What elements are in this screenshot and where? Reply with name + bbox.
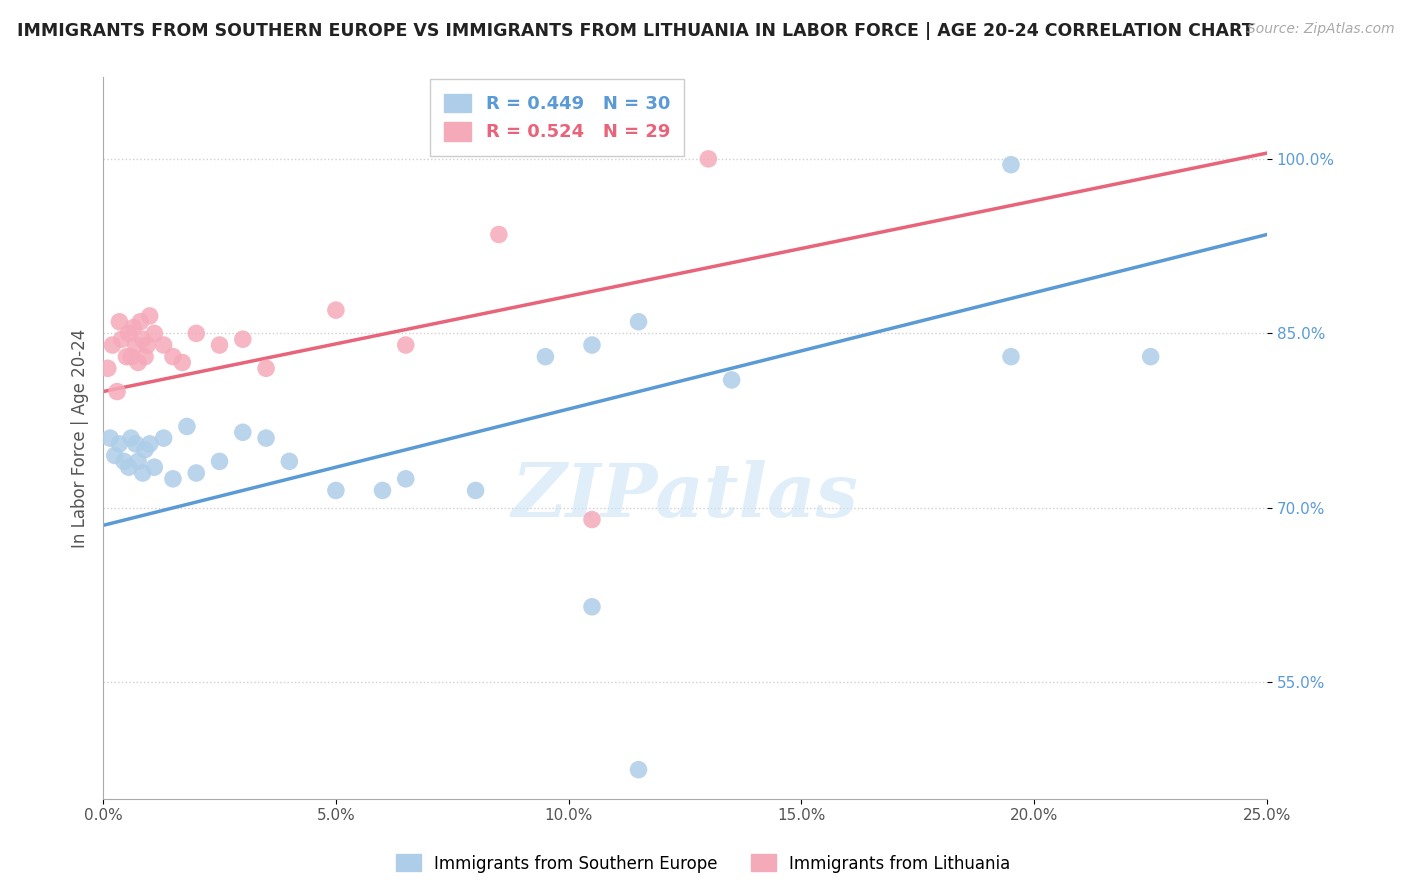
Point xyxy=(1000,350,1022,364)
Point xyxy=(232,332,254,346)
Text: ZIPatlas: ZIPatlas xyxy=(512,459,859,532)
Point xyxy=(581,599,603,614)
Point xyxy=(325,303,347,318)
Point xyxy=(127,355,149,369)
Point xyxy=(488,227,510,242)
Point xyxy=(186,326,208,341)
Point xyxy=(97,361,120,376)
Point xyxy=(534,350,557,364)
Point xyxy=(118,460,141,475)
Point xyxy=(108,437,131,451)
Point xyxy=(112,454,135,468)
Point xyxy=(581,512,603,526)
Y-axis label: In Labor Force | Age 20-24: In Labor Force | Age 20-24 xyxy=(72,328,89,548)
Text: IMMIGRANTS FROM SOUTHERN EUROPE VS IMMIGRANTS FROM LITHUANIA IN LABOR FORCE | AG: IMMIGRANTS FROM SOUTHERN EUROPE VS IMMIG… xyxy=(17,22,1254,40)
Point xyxy=(108,315,131,329)
Point xyxy=(278,454,301,468)
Point xyxy=(208,454,231,468)
Point xyxy=(176,419,198,434)
Point xyxy=(395,472,418,486)
Point xyxy=(104,449,127,463)
Point xyxy=(186,466,208,480)
Point xyxy=(1139,350,1161,364)
Point xyxy=(120,350,142,364)
Point xyxy=(1000,158,1022,172)
Point xyxy=(131,466,153,480)
Legend: Immigrants from Southern Europe, Immigrants from Lithuania: Immigrants from Southern Europe, Immigra… xyxy=(389,847,1017,880)
Point xyxy=(122,320,145,334)
Point xyxy=(172,355,194,369)
Point xyxy=(143,326,166,341)
Point xyxy=(152,431,174,445)
Point xyxy=(131,332,153,346)
Point xyxy=(254,361,277,376)
Point xyxy=(129,315,152,329)
Point xyxy=(136,338,159,352)
Point xyxy=(115,350,138,364)
Point xyxy=(232,425,254,440)
Point xyxy=(125,437,148,451)
Point xyxy=(127,454,149,468)
Point xyxy=(162,472,184,486)
Point xyxy=(98,431,121,445)
Point xyxy=(162,350,184,364)
Point xyxy=(138,309,160,323)
Point xyxy=(720,373,742,387)
Point xyxy=(627,763,650,777)
Point xyxy=(464,483,486,498)
Point xyxy=(371,483,394,498)
Point xyxy=(254,431,277,445)
Point xyxy=(627,315,650,329)
Point xyxy=(395,338,418,352)
Point xyxy=(105,384,128,399)
Point xyxy=(143,460,166,475)
Point xyxy=(134,350,156,364)
Point xyxy=(138,437,160,451)
Point xyxy=(152,338,174,352)
Point xyxy=(118,326,141,341)
Point xyxy=(120,431,142,445)
Point xyxy=(111,332,134,346)
Point xyxy=(101,338,124,352)
Point xyxy=(134,442,156,457)
Point xyxy=(125,338,148,352)
Point xyxy=(325,483,347,498)
Point xyxy=(581,338,603,352)
Legend: R = 0.449   N = 30, R = 0.524   N = 29: R = 0.449 N = 30, R = 0.524 N = 29 xyxy=(430,79,685,156)
Point xyxy=(697,152,720,166)
Text: Source: ZipAtlas.com: Source: ZipAtlas.com xyxy=(1247,22,1395,37)
Point xyxy=(208,338,231,352)
